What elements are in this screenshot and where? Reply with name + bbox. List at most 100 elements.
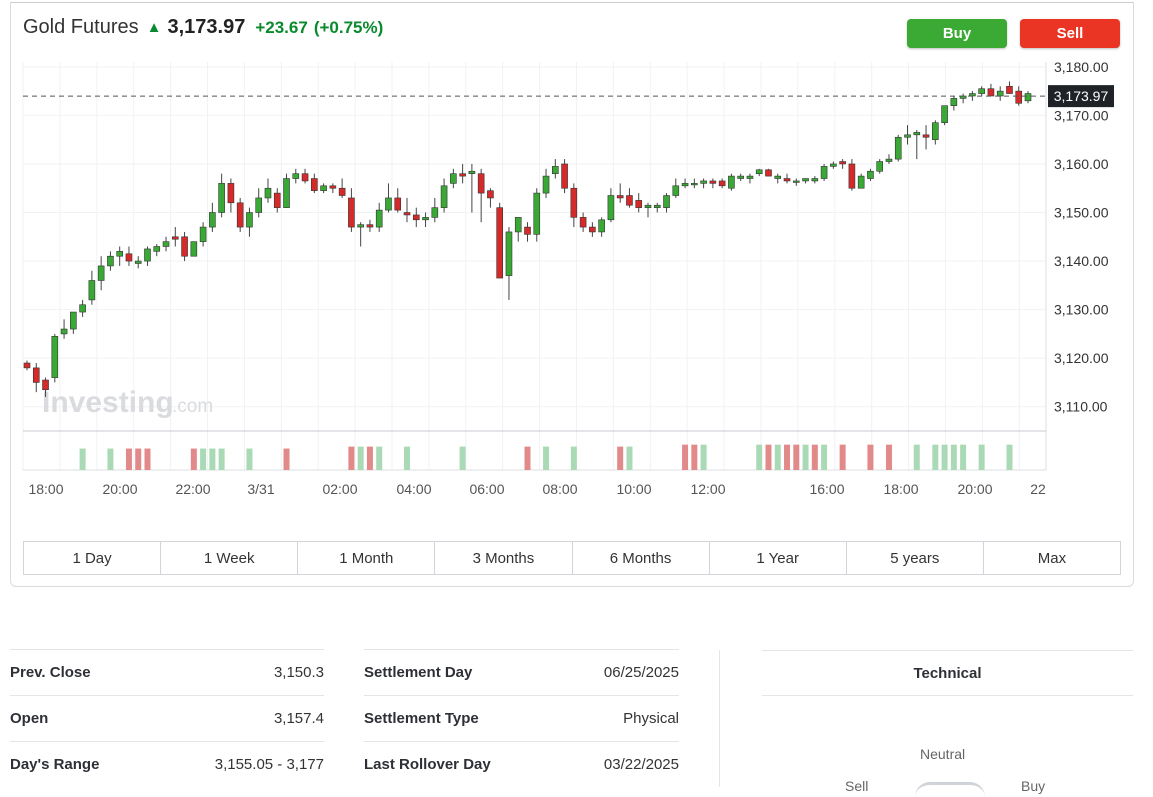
candle-body	[227, 183, 235, 204]
y-tick-label: 3,180.00	[1054, 59, 1109, 75]
volume-bars	[79, 444, 1013, 470]
last-price: 3,173.97	[167, 16, 246, 38]
candle-body	[922, 134, 930, 138]
technical-gauge	[915, 782, 985, 797]
candle-body	[60, 328, 68, 335]
candle-body	[514, 217, 522, 233]
candle-body	[663, 195, 670, 208]
candle-body	[422, 217, 429, 221]
volume-bar	[784, 444, 791, 470]
stat-value: 03/22/2025	[603, 756, 679, 773]
candle-body	[644, 204, 652, 208]
x-tick-label: 22	[1030, 481, 1046, 497]
candle-body	[162, 241, 170, 247]
candle-body	[941, 105, 948, 123]
y-tick-label: 3,130.00	[1054, 302, 1109, 318]
candle-body	[394, 197, 402, 211]
candle-body	[412, 214, 420, 221]
buy-button[interactable]: Buy	[907, 19, 1007, 48]
candle-body	[88, 280, 96, 301]
candle-body	[996, 90, 1004, 97]
candle-body	[459, 173, 466, 177]
candle-body	[774, 175, 782, 179]
stat-label: Prev. Close	[10, 664, 91, 681]
x-tick-label: 12:00	[690, 481, 725, 497]
candle-body	[653, 204, 661, 208]
candle-body	[876, 161, 884, 172]
technical-tab[interactable]: Technical	[762, 650, 1133, 696]
chart-card	[10, 2, 1134, 587]
candle-body	[811, 178, 819, 182]
candle-body	[403, 212, 411, 216]
x-tick-label: 04:00	[396, 481, 431, 497]
volume-bar	[617, 446, 624, 470]
candle-body	[570, 187, 578, 218]
candle-body	[218, 183, 225, 213]
candle-body	[477, 173, 485, 194]
candle-body	[42, 379, 49, 391]
range-1-week[interactable]: 1 Week	[161, 542, 299, 574]
candle-body	[718, 180, 726, 187]
candle-body	[913, 132, 921, 136]
gauge-buy-label: Buy	[1021, 778, 1046, 794]
stat-row-settlement-day: Settlement Day 06/25/2025	[364, 649, 679, 695]
volume-bar	[246, 448, 253, 470]
y-tick-label: 3,150.00	[1054, 205, 1109, 221]
volume-bar	[135, 448, 142, 470]
candle-body	[311, 178, 318, 191]
stat-value: Physical	[623, 710, 679, 727]
volume-bar	[932, 444, 939, 470]
x-tick-label: 10:00	[616, 481, 651, 497]
top-border	[10, 2, 1134, 3]
candle-body	[533, 192, 541, 235]
candle-body	[468, 170, 476, 174]
range-5-years[interactable]: 5 years	[847, 542, 984, 574]
candle-body	[746, 175, 754, 179]
candle-body	[950, 98, 958, 106]
stat-value: 3,150.3	[273, 664, 324, 681]
price-chart[interactable]: 3,180.00 3,170.00 3,160.00 3,150.00 3,140.00…	[0, 0, 1153, 540]
candle-body	[672, 185, 680, 196]
candle-body	[1024, 93, 1032, 102]
x-tick-label: 20:00	[102, 481, 137, 497]
candle-body	[505, 231, 513, 276]
x-tick-label: 3/31	[247, 481, 274, 497]
candle-body	[125, 253, 133, 262]
x-tick-label: 22:00	[175, 481, 210, 497]
volume-bar	[960, 444, 967, 470]
stat-label: Settlement Day	[364, 664, 473, 681]
column-divider	[719, 650, 720, 787]
range-1-year[interactable]: 1 Year	[710, 542, 847, 574]
x-tick-label: 18:00	[28, 481, 63, 497]
candle-body	[616, 195, 624, 199]
stat-label: Day's Range	[10, 756, 100, 773]
candle-body	[848, 163, 856, 189]
volume-bar	[682, 444, 689, 470]
range-1-day[interactable]: 1 Day	[24, 542, 162, 574]
candle-body	[366, 224, 374, 228]
volume-bar	[570, 446, 577, 470]
volume-bar	[366, 446, 373, 470]
volume-bar	[1006, 444, 1013, 470]
volume-bar	[774, 444, 781, 470]
range-6-months[interactable]: 6 Months	[573, 542, 710, 574]
candle-body	[820, 166, 828, 179]
candle-body	[209, 212, 216, 228]
range-1-month[interactable]: 1 Month	[298, 542, 436, 574]
range-3-months[interactable]: 3 Months	[435, 542, 573, 574]
candle-body	[23, 362, 31, 369]
candle-body	[755, 169, 763, 174]
candle-body	[802, 178, 809, 182]
candle-body	[283, 178, 290, 208]
x-tick-label: 08:00	[542, 481, 577, 497]
volume-bar	[283, 448, 290, 470]
candle-body	[375, 209, 383, 228]
candle-body	[728, 175, 735, 189]
candle-body	[524, 226, 531, 235]
stat-value: 3,155.05 - 3,177	[214, 756, 324, 773]
sell-button[interactable]: Sell	[1020, 19, 1120, 48]
stat-label: Open	[10, 710, 49, 727]
volume-bar	[348, 446, 355, 470]
range-max[interactable]: Max	[1037, 549, 1067, 567]
volume-bar	[700, 444, 707, 470]
